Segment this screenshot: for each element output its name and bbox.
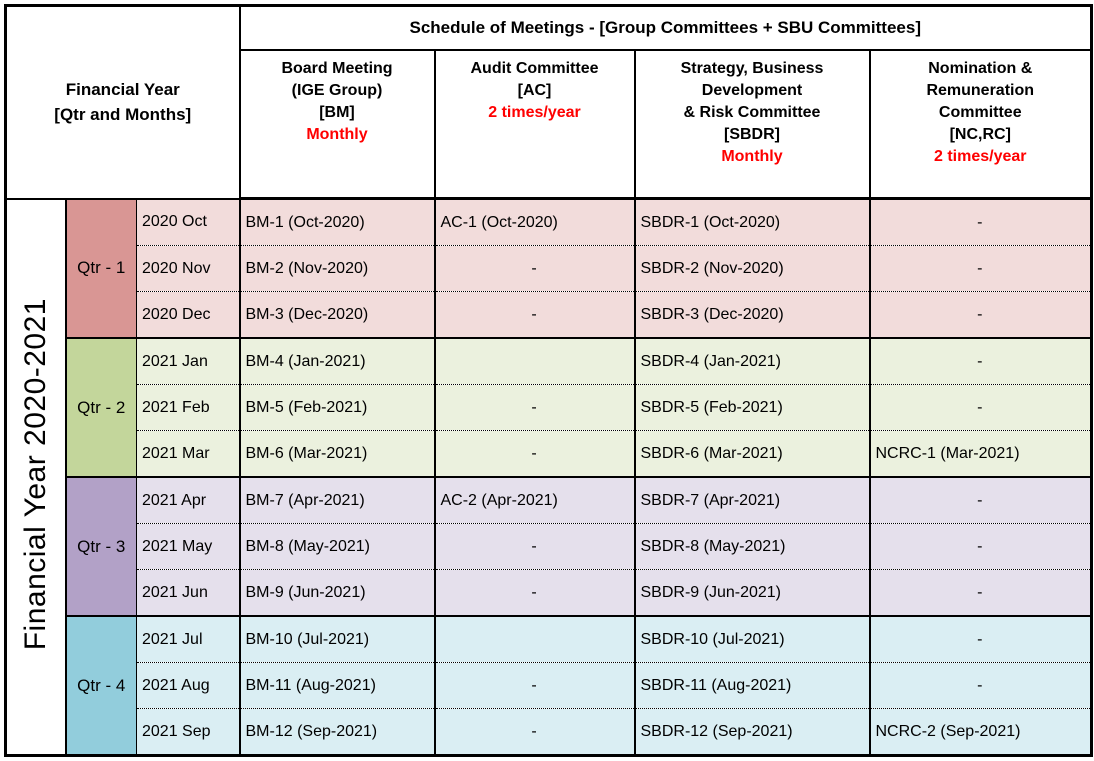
bm-cell: BM-12 (Sep-2021) xyxy=(239,708,436,756)
financial-year-rotated-label: Financial Year 2020-2021 xyxy=(18,298,52,651)
sbdr-cell: SBDR-12 (Sep-2021) xyxy=(634,708,871,756)
sbdr-cell: SBDR-3 (Dec-2020) xyxy=(634,291,871,338)
table-row: Qtr - 3 2021 Apr BM-7 (Apr-2021) AC-2 (A… xyxy=(6,476,1092,616)
ac-header-title: Audit Committee [AC] xyxy=(470,60,599,99)
table-row: 2021 Feb BM-5 (Feb-2021) - SBDR-5 (Feb-2… xyxy=(6,384,1092,431)
sbdr-cell: SBDR-10 (Jul-2021) xyxy=(634,615,871,663)
sbdr-cell: SBDR-4 (Jan-2021) xyxy=(634,337,871,385)
quarter-3-label: Qtr - 3 xyxy=(65,476,137,616)
quarter-4-label: Qtr - 4 xyxy=(65,615,137,756)
ncrc-cell: - xyxy=(869,245,1092,292)
ac-cell: AC-2 (Apr-2021) xyxy=(434,476,636,524)
month-cell: 2020 Nov xyxy=(136,245,241,292)
quarter-1-label: Qtr - 1 xyxy=(65,198,137,338)
ac-cell: - xyxy=(434,430,636,477)
table-row: Financial Year 2020-2021 Qtr - 1 2020 Oc… xyxy=(5,198,1092,756)
sbdr-cell: SBDR-6 (Mar-2021) xyxy=(634,430,871,477)
corner-header: Financial Year [Qtr and Months] xyxy=(5,5,241,200)
ncrc-cell: - xyxy=(869,198,1092,246)
column-header-bm: Board Meeting (IGE Group) [BM] Monthly xyxy=(238,50,435,200)
ncrc-cell: - xyxy=(869,615,1092,663)
bm-cell: BM-9 (Jun-2021) xyxy=(239,569,436,616)
bm-cell: BM-5 (Feb-2021) xyxy=(239,384,436,431)
column-header-ncrc: Nomination & Remuneration Committee [NC,… xyxy=(868,50,1092,200)
ncrc-header-title: Nomination & Remuneration Committee [NC,… xyxy=(926,60,1035,143)
ac-cell: - xyxy=(434,662,636,709)
ncrc-cell: - xyxy=(869,291,1092,338)
bm-cell: BM-8 (May-2021) xyxy=(239,523,436,570)
month-cell: 2021 Aug xyxy=(136,662,241,709)
month-cell: 2021 Jun xyxy=(136,569,241,616)
sbdr-header-frequency: Monthly xyxy=(721,148,783,165)
sbdr-cell: SBDR-7 (Apr-2021) xyxy=(634,476,871,524)
sbdr-cell: SBDR-2 (Nov-2020) xyxy=(634,245,871,292)
table-row: Qtr - 4 2021 Jul BM-10 (Jul-2021) SBDR-1… xyxy=(6,615,1092,756)
ncrc-header-frequency: 2 times/year xyxy=(933,148,1027,165)
column-header-sbdr: Strategy, Business Development & Risk Co… xyxy=(633,50,870,200)
bm-cell: BM-2 (Nov-2020) xyxy=(239,245,436,292)
table-row: 2021 Aug BM-11 (Aug-2021) - SBDR-11 (Aug… xyxy=(6,662,1092,709)
ncrc-cell: - xyxy=(869,337,1092,385)
sbdr-header-title: Strategy, Business Development & Risk Co… xyxy=(680,60,824,143)
bm-cell: BM-10 (Jul-2021) xyxy=(239,615,436,663)
column-header-ac: Audit Committee [AC] 2 times/year xyxy=(433,50,635,200)
ncrc-cell: NCRC-1 (Mar-2021) xyxy=(869,430,1092,477)
ac-cell: - xyxy=(434,523,636,570)
bm-cell: BM-6 (Mar-2021) xyxy=(239,430,436,477)
sbdr-cell: SBDR-1 (Oct-2020) xyxy=(634,198,871,246)
sbdr-cell: SBDR-11 (Aug-2021) xyxy=(634,662,871,709)
table-row: 2021 Jun BM-9 (Jun-2021) - SBDR-9 (Jun-2… xyxy=(6,569,1092,616)
column-header-row: Board Meeting (IGE Group) [BM] Monthly A… xyxy=(6,50,1092,200)
bm-cell: BM-1 (Oct-2020) xyxy=(239,198,436,246)
quarter-2-label: Qtr - 2 xyxy=(65,337,137,477)
table-row: 2021 May BM-8 (May-2021) - SBDR-8 (May-2… xyxy=(6,523,1092,570)
bm-header-frequency: Monthly xyxy=(306,126,368,143)
ncrc-cell: - xyxy=(869,523,1092,570)
meeting-schedule-table: Financial Year [Qtr and Months] Schedule… xyxy=(4,4,1093,757)
sbdr-cell: SBDR-9 (Jun-2021) xyxy=(634,569,871,616)
bm-cell: BM-3 (Dec-2020) xyxy=(239,291,436,338)
ncrc-cell: - xyxy=(869,569,1092,616)
ac-header-frequency: 2 times/year xyxy=(488,104,581,121)
table-row: 2021 Sep BM-12 (Sep-2021) - SBDR-12 (Sep… xyxy=(6,708,1092,756)
table-main-title: Schedule of Meetings - [Group Committees… xyxy=(239,5,1092,51)
ncrc-cell: - xyxy=(869,662,1092,709)
ac-cell: - xyxy=(434,245,636,292)
financial-year-sidebar: Financial Year 2020-2021 xyxy=(5,198,67,756)
month-cell: 2021 Apr xyxy=(136,476,241,524)
month-cell: 2020 Oct xyxy=(136,198,241,246)
ncrc-cell: - xyxy=(869,476,1092,524)
bm-cell: BM-4 (Jan-2021) xyxy=(239,337,436,385)
month-cell: 2021 Sep xyxy=(136,708,241,756)
ac-cell: - xyxy=(434,291,636,338)
ac-cell: - xyxy=(434,708,636,756)
table-row: 2021 Mar BM-6 (Mar-2021) - SBDR-6 (Mar-2… xyxy=(6,430,1092,477)
table-row: 2020 Dec BM-3 (Dec-2020) - SBDR-3 (Dec-2… xyxy=(6,291,1092,338)
ac-cell: - xyxy=(434,569,636,616)
month-cell: 2021 Jul xyxy=(136,615,241,663)
month-cell: 2021 Feb xyxy=(136,384,241,431)
bm-header-title: Board Meeting (IGE Group) [BM] xyxy=(281,60,393,121)
ncrc-cell: - xyxy=(869,384,1092,431)
sbdr-cell: SBDR-5 (Feb-2021) xyxy=(634,384,871,431)
sbdr-cell: SBDR-8 (May-2021) xyxy=(634,523,871,570)
ac-cell: - xyxy=(434,384,636,431)
table-row: Qtr - 2 2021 Jan BM-4 (Jan-2021) SBDR-4 … xyxy=(6,337,1092,477)
table-row: 2020 Nov BM-2 (Nov-2020) - SBDR-2 (Nov-2… xyxy=(6,245,1092,292)
ac-cell xyxy=(434,615,636,663)
bm-cell: BM-7 (Apr-2021) xyxy=(239,476,436,524)
month-cell: 2021 Mar xyxy=(136,430,241,477)
ac-cell: AC-1 (Oct-2020) xyxy=(434,198,636,246)
month-cell: 2021 May xyxy=(136,523,241,570)
month-cell: 2020 Dec xyxy=(136,291,241,338)
bm-cell: BM-11 (Aug-2021) xyxy=(239,662,436,709)
title-row: Financial Year [Qtr and Months] Schedule… xyxy=(5,5,1092,200)
ac-cell xyxy=(434,337,636,385)
month-cell: 2021 Jan xyxy=(136,337,241,385)
ncrc-cell: NCRC-2 (Sep-2021) xyxy=(869,708,1092,756)
